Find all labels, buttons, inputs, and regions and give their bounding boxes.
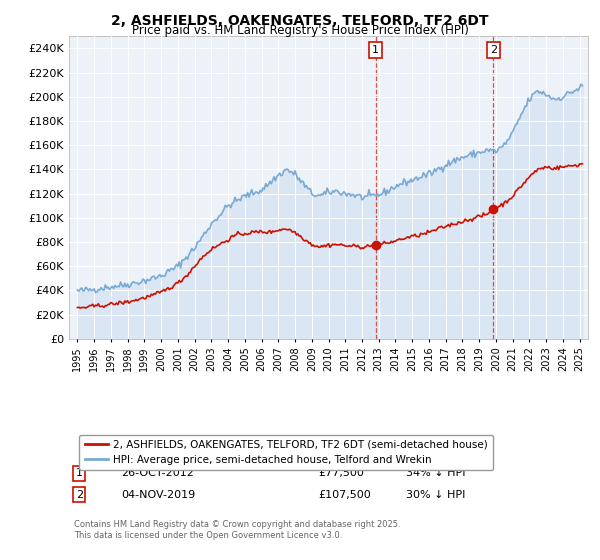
Text: 2: 2 — [490, 45, 497, 55]
Text: 2: 2 — [76, 489, 83, 500]
Legend: 2, ASHFIELDS, OAKENGATES, TELFORD, TF2 6DT (semi-detached house), HPI: Average p: 2, ASHFIELDS, OAKENGATES, TELFORD, TF2 6… — [79, 435, 493, 470]
Text: Price paid vs. HM Land Registry's House Price Index (HPI): Price paid vs. HM Land Registry's House … — [131, 24, 469, 37]
Text: Contains HM Land Registry data © Crown copyright and database right 2025.
This d: Contains HM Land Registry data © Crown c… — [74, 520, 401, 540]
Text: £77,500: £77,500 — [318, 468, 364, 478]
Text: 1: 1 — [372, 45, 379, 55]
Text: 30% ↓ HPI: 30% ↓ HPI — [406, 489, 466, 500]
Text: 04-NOV-2019: 04-NOV-2019 — [121, 489, 195, 500]
Text: 1: 1 — [76, 468, 83, 478]
Text: 26-OCT-2012: 26-OCT-2012 — [121, 468, 194, 478]
Text: £107,500: £107,500 — [318, 489, 371, 500]
Text: 2, ASHFIELDS, OAKENGATES, TELFORD, TF2 6DT: 2, ASHFIELDS, OAKENGATES, TELFORD, TF2 6… — [111, 14, 489, 28]
Text: 34% ↓ HPI: 34% ↓ HPI — [406, 468, 466, 478]
